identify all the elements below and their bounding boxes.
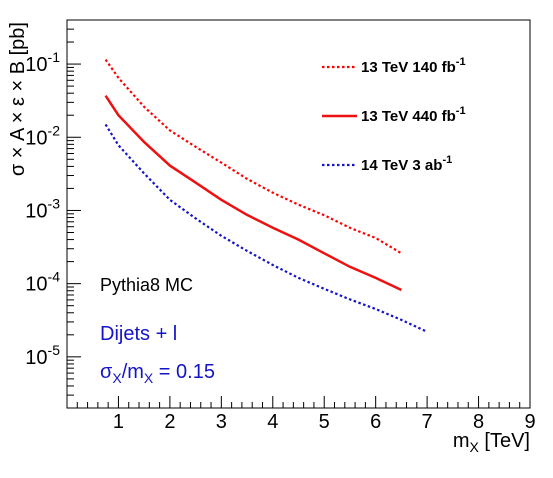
series-lines xyxy=(104,58,428,333)
y-tick-label: 10-2 xyxy=(25,122,60,149)
series-line-2 xyxy=(104,95,402,292)
generator-label: Pythia8 MC xyxy=(100,275,193,295)
x-tick-label: 7 xyxy=(422,411,433,433)
legend-label: 13 TeV 140 fb-1 xyxy=(361,56,466,76)
y-tick-label: 10-4 xyxy=(25,269,60,296)
legend: 13 TeV 140 fb-1 13 TeV 440 fb-1 14 TeV 3 a… xyxy=(322,56,466,174)
x-tick-label: 5 xyxy=(319,411,330,433)
axis-ticks xyxy=(66,19,531,409)
x-tick-label: 6 xyxy=(370,411,381,433)
channel-label: Dijets + l xyxy=(100,323,177,345)
y-tick-label: 10-5 xyxy=(25,342,60,369)
x-tick-label: 4 xyxy=(267,411,278,433)
series-line-3 xyxy=(104,123,428,333)
x-axis-title: mX [TeV] xyxy=(453,430,530,455)
y-tick-label: 10-3 xyxy=(25,195,60,222)
x-tick-label: 2 xyxy=(164,411,175,433)
x-tick-label: 9 xyxy=(524,411,535,433)
legend-label: 14 TeV 3 ab-1 xyxy=(361,154,452,174)
plot-frame xyxy=(66,19,531,409)
legend-label: 13 TeV 440 fb-1 xyxy=(361,105,466,125)
x-tick-labels: 1 2 3 4 5 6 7 8 9 xyxy=(113,411,536,433)
x-tick-label: 1 xyxy=(113,411,124,433)
x-tick-label: 3 xyxy=(216,411,227,433)
resolution-label: σX/mX = 0.15 xyxy=(100,361,215,386)
x-tick-label: 8 xyxy=(473,411,484,433)
y-axis-title: σ × A × ε × B [pb] xyxy=(7,22,29,176)
y-tick-labels: 10-1 10-2 10-3 10-4 10-5 xyxy=(25,49,60,369)
y-tick-label: 10-1 xyxy=(25,49,60,76)
series-line-1 xyxy=(104,58,402,255)
